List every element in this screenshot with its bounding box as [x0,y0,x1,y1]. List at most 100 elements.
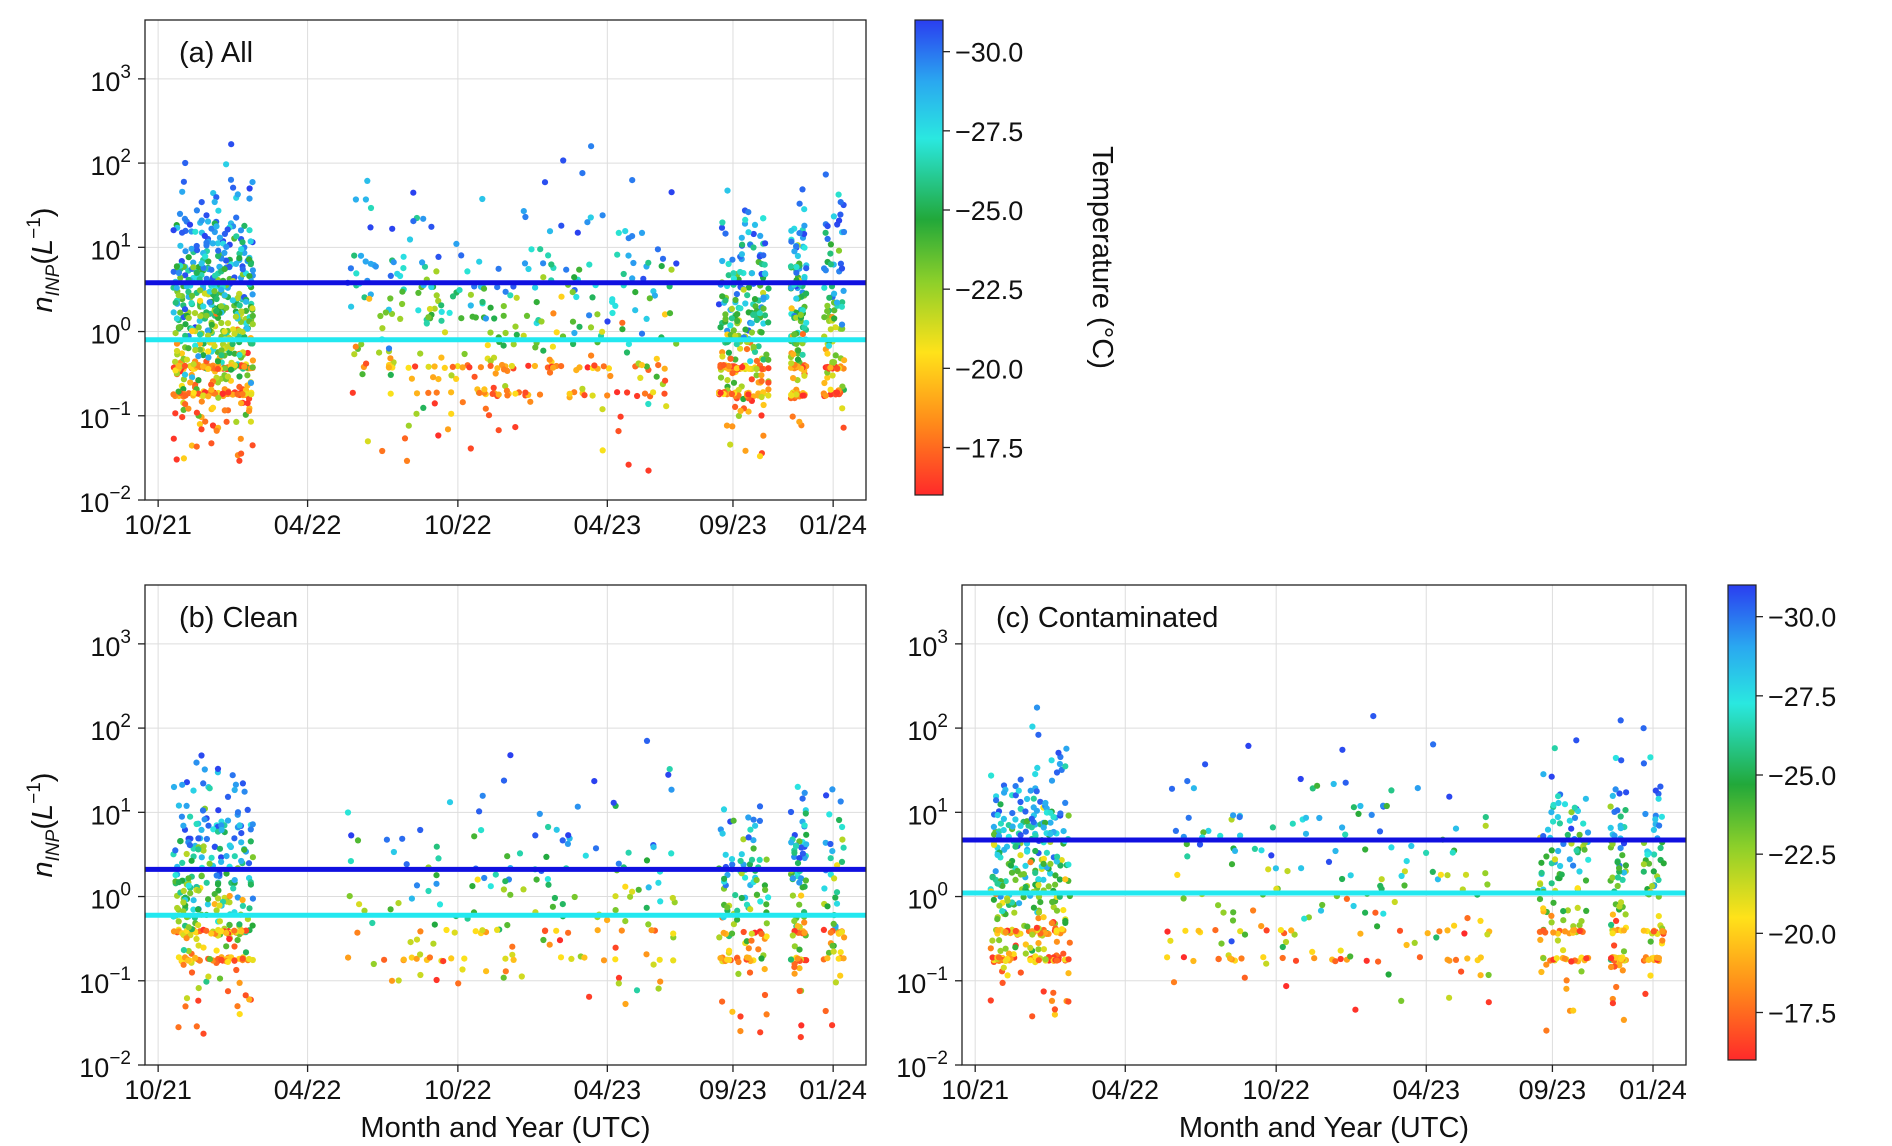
data-point [239,266,246,273]
data-point [1309,948,1316,956]
data-point [653,373,660,380]
data-point [238,450,245,457]
data-point [537,246,544,253]
data-point [215,207,222,214]
data-point [1640,861,1647,868]
data-point [801,372,808,379]
data-point [662,377,669,384]
data-point [249,364,256,371]
data-point [825,949,833,956]
data-point [748,856,756,863]
data-point [803,265,810,272]
data-point [172,410,179,417]
data-point [993,797,1000,804]
data-point [831,290,838,297]
y-tick-exp: −2 [926,1048,948,1069]
data-point [180,947,187,954]
data-point [479,298,486,306]
data-point [1464,955,1471,962]
data-point [1057,862,1064,869]
data-point [760,252,767,259]
data-point [387,390,394,397]
data-point [1416,954,1423,961]
y-tick-base: 10 [90,885,120,915]
data-point [1583,955,1590,962]
data-point [211,272,219,279]
data-point [1642,990,1649,998]
data-point [791,970,798,977]
data-point [1554,814,1561,821]
data-point [1540,927,1547,934]
data-point [241,222,248,229]
data-point [1561,928,1569,935]
data-point [1482,822,1489,829]
data-point [214,895,222,902]
data-point [549,903,557,910]
data-point [1004,897,1011,904]
data-point [762,886,769,894]
data-point [214,765,222,773]
data-point [201,232,208,239]
data-point [1640,927,1647,934]
data-point [1613,983,1620,991]
colorbar-1: −30.0−27.5−25.0−22.5−20.0−17.5Temperatur… [914,19,1118,496]
data-point [181,362,188,369]
data-point [234,809,242,816]
data-point [1571,814,1579,822]
data-point [1655,795,1662,802]
data-point [720,362,727,369]
data-point [1057,810,1064,817]
data-point [732,403,739,410]
data-point [1640,725,1647,732]
y-tick-label: 101 [90,795,131,830]
data-point [179,414,186,421]
data-point [566,390,573,397]
data-point [1017,832,1024,839]
data-point [588,143,595,150]
data-point [728,305,736,312]
data-point [249,922,256,929]
plot-area [962,585,1686,1065]
data-point [1228,938,1235,945]
data-point [1035,946,1042,953]
data-point [648,927,655,934]
data-point [215,394,222,401]
data-point [762,240,769,247]
colorbar-tick-label: −20.0 [1768,919,1836,949]
data-point [545,252,552,259]
data-point [233,418,240,425]
data-point [765,365,772,372]
data-point [746,969,754,976]
data-point [211,891,218,898]
data-point [226,935,233,943]
data-point [249,291,256,298]
data-point [1609,841,1616,848]
data-point [1401,882,1408,889]
data-point [181,371,189,378]
data-point [735,970,742,978]
data-point [188,857,195,864]
data-point [1051,1006,1058,1013]
y-tick-label: 103 [907,627,948,662]
data-point [1229,917,1237,924]
data-point [487,358,494,365]
data-point [203,312,210,319]
data-point [794,955,801,962]
data-point [579,385,586,392]
data-point [1027,944,1034,952]
data-point [245,955,253,963]
data-point [230,885,237,892]
data-point [1614,882,1621,890]
data-point [1058,926,1065,933]
data-point [241,846,248,853]
data-point [801,230,808,238]
data-point [1040,988,1047,995]
data-point [803,831,810,838]
data-point [236,921,243,928]
data-point [1269,824,1276,831]
data-point [1000,964,1007,971]
data-point [185,314,192,322]
y-tick-base: 10 [90,716,120,746]
data-point [236,255,243,262]
data-point [1185,814,1192,821]
